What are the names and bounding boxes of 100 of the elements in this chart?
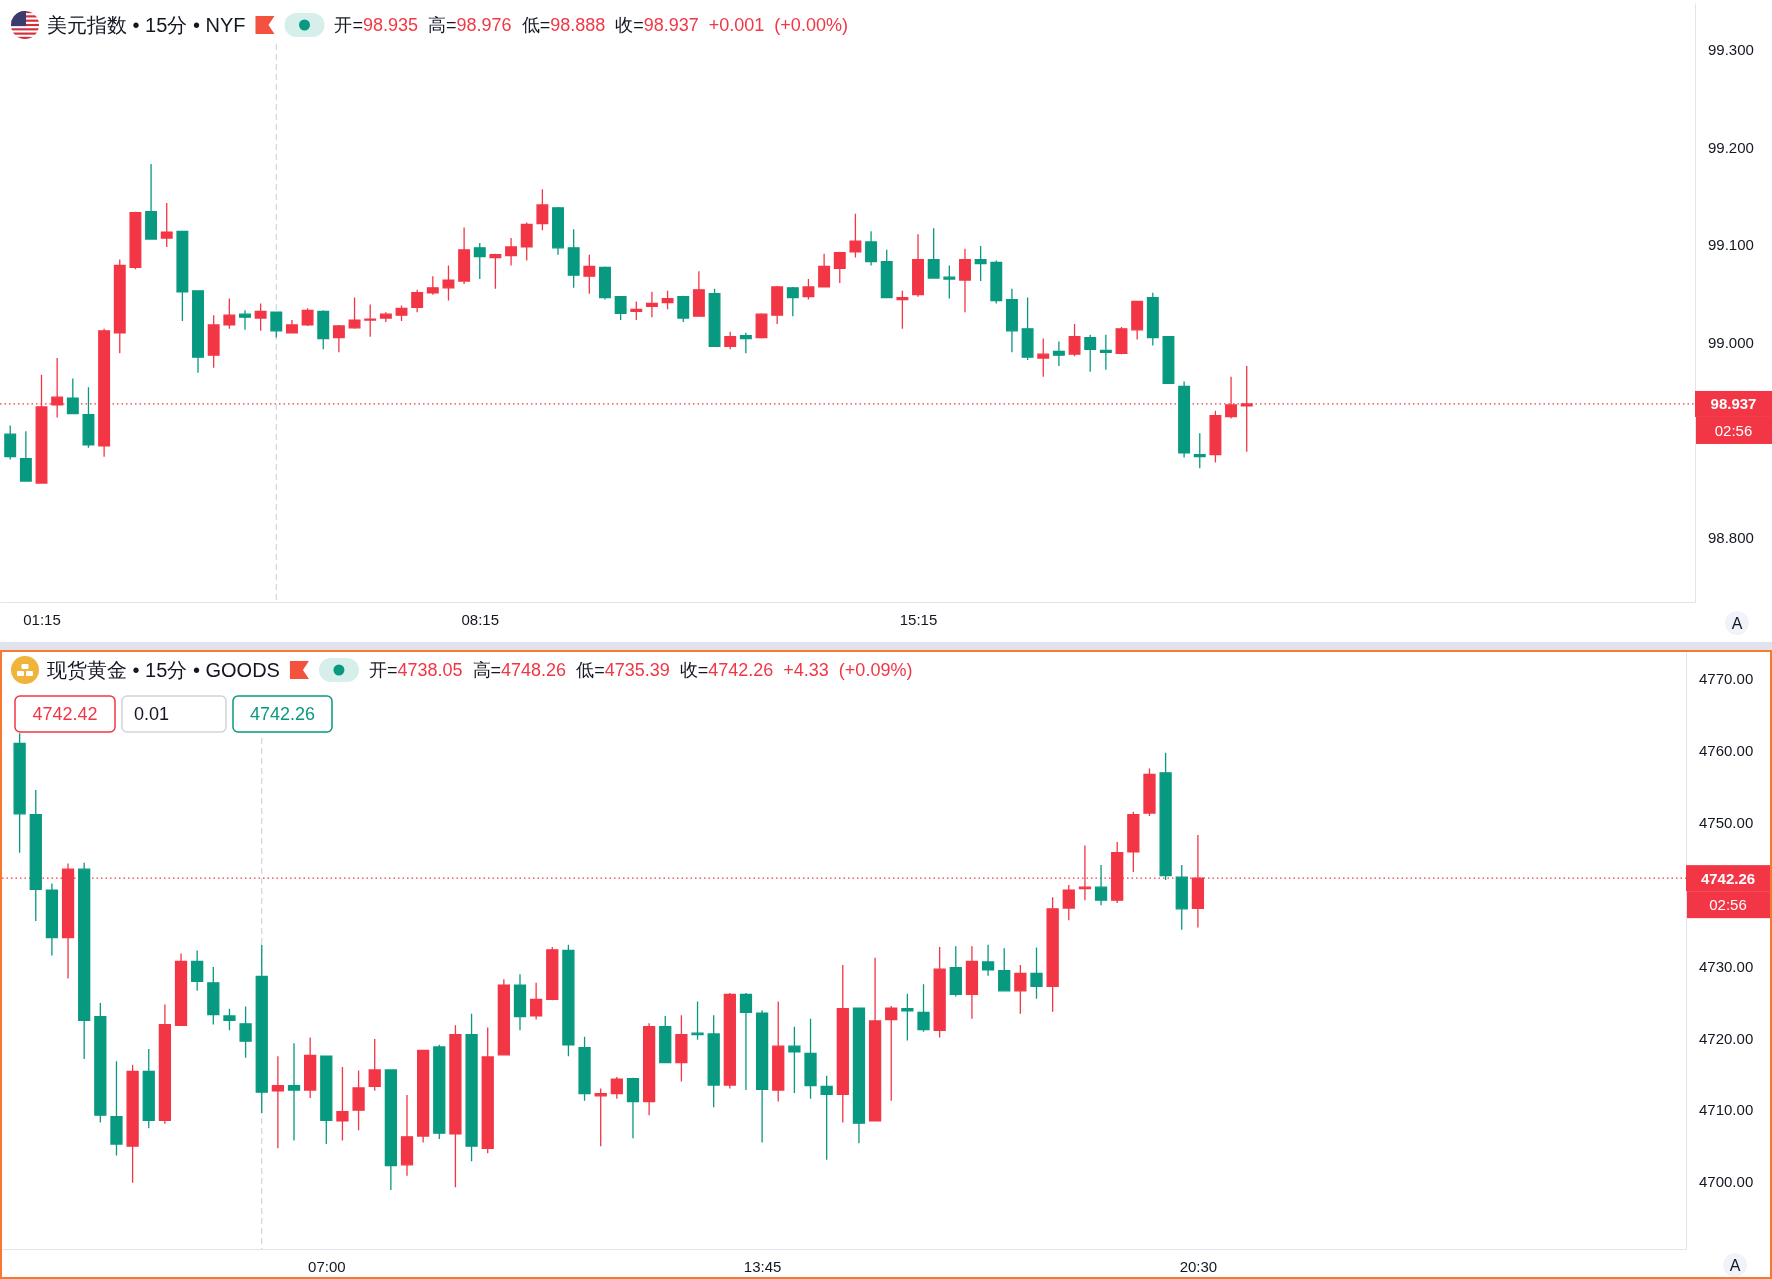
candlestick bbox=[965, 945, 979, 1020]
candlestick bbox=[287, 1042, 301, 1142]
candlestick bbox=[505, 237, 518, 267]
candlestick bbox=[692, 270, 705, 317]
candlestick bbox=[19, 430, 32, 482]
candlestick bbox=[943, 264, 956, 300]
y-tick-label: 99.100 bbox=[1708, 236, 1754, 254]
candlestick bbox=[1131, 300, 1144, 341]
candlestick bbox=[642, 1022, 656, 1116]
candlestick bbox=[1005, 288, 1018, 353]
candlestick bbox=[998, 947, 1011, 992]
candlestick bbox=[707, 1014, 720, 1108]
candlestick bbox=[880, 249, 893, 299]
candlestick bbox=[489, 253, 502, 290]
candlestick bbox=[1162, 335, 1175, 385]
candlestick bbox=[126, 1064, 139, 1184]
candlestick bbox=[610, 1076, 623, 1100]
text: 美元指数 • 15分 • NYF bbox=[47, 14, 246, 36]
candlestick bbox=[400, 1094, 414, 1177]
candlestick bbox=[677, 295, 690, 323]
candlestick bbox=[368, 1038, 381, 1092]
candlestick bbox=[411, 289, 424, 313]
candlestick bbox=[513, 973, 527, 1031]
candlestick bbox=[567, 228, 580, 289]
candlestick bbox=[1030, 946, 1043, 1000]
candlestick bbox=[786, 286, 799, 317]
candlestick bbox=[675, 1014, 688, 1083]
candlestick bbox=[239, 309, 251, 331]
candlestick bbox=[142, 1048, 155, 1129]
candlestick bbox=[599, 265, 611, 301]
ref-line-label: 4742.26 bbox=[1700, 869, 1756, 887]
candlestick bbox=[1062, 884, 1075, 921]
candlestick bbox=[384, 1068, 397, 1191]
candlestick bbox=[1127, 811, 1140, 873]
candlestick bbox=[113, 258, 126, 354]
candlestick bbox=[1193, 432, 1206, 469]
candlestick bbox=[1046, 896, 1059, 1013]
y-tick-label: 4700.00 bbox=[1699, 1173, 1754, 1191]
candlestick bbox=[868, 957, 882, 1122]
x-tick-label: 15:15 bbox=[899, 610, 938, 628]
candlestick bbox=[1084, 334, 1097, 373]
candlestick bbox=[176, 230, 189, 322]
candlestick bbox=[788, 1026, 801, 1094]
annotation: 4742.26 bbox=[249, 704, 316, 724]
candlestick bbox=[82, 386, 95, 449]
candlestick bbox=[174, 952, 188, 1027]
candlestick bbox=[78, 862, 91, 1060]
candlestick bbox=[465, 1013, 478, 1162]
candlestick bbox=[630, 300, 643, 321]
candlestick bbox=[29, 789, 42, 922]
candlestick bbox=[285, 319, 298, 334]
candlestick bbox=[1146, 292, 1159, 347]
candlestick bbox=[802, 278, 815, 301]
candlestick bbox=[820, 1075, 833, 1161]
candlestick bbox=[223, 297, 236, 330]
candlestick bbox=[1115, 326, 1128, 355]
candlestick bbox=[959, 248, 971, 313]
candlestick bbox=[614, 296, 627, 321]
candlestick bbox=[552, 206, 564, 256]
text: 开=98.935 高=98.976 低=98.888 收=98.937 +0.001 (+0.00%) bbox=[334, 15, 848, 35]
candlestick bbox=[755, 1009, 769, 1144]
candlestick bbox=[1143, 767, 1156, 817]
candlestick bbox=[352, 1069, 365, 1131]
candlestick bbox=[645, 291, 658, 318]
candlestick bbox=[933, 946, 946, 1039]
candlestick bbox=[1014, 964, 1027, 1015]
candlestick bbox=[949, 945, 962, 998]
candlestick bbox=[520, 221, 533, 262]
candlestick bbox=[981, 944, 995, 977]
candlestick bbox=[901, 993, 914, 1042]
candlestick bbox=[1175, 864, 1188, 931]
candlestick bbox=[364, 303, 377, 338]
x-tick-label: 01:15 bbox=[23, 610, 61, 628]
candlestick bbox=[45, 882, 59, 957]
candlestick bbox=[13, 732, 26, 854]
candlestick bbox=[271, 1055, 285, 1149]
y-tick-label: 99.200 bbox=[1708, 138, 1754, 156]
candlestick bbox=[708, 288, 721, 348]
candlestick bbox=[912, 233, 924, 298]
y-tick-label: 4720.00 bbox=[1699, 1029, 1754, 1047]
candlestick bbox=[417, 1049, 430, 1144]
candlestick bbox=[191, 949, 204, 992]
y-tick-label: 4750.00 bbox=[1699, 813, 1754, 831]
candlestick bbox=[158, 1003, 172, 1125]
annotation: 0.01 bbox=[134, 704, 170, 724]
candlestick bbox=[1178, 380, 1191, 459]
candlestick bbox=[255, 944, 268, 1114]
y-tick-label: 98.800 bbox=[1708, 528, 1754, 546]
candlestick bbox=[1099, 334, 1112, 371]
candlestick bbox=[594, 1087, 607, 1147]
candlestick bbox=[301, 307, 314, 327]
candlestick bbox=[626, 1077, 640, 1139]
candlestick bbox=[1068, 323, 1081, 357]
candlestick bbox=[207, 966, 220, 1026]
candlestick bbox=[4, 424, 17, 461]
candlestick bbox=[536, 188, 549, 231]
candlestick bbox=[896, 290, 909, 330]
candlestick bbox=[497, 978, 510, 1056]
candlestick bbox=[578, 1036, 591, 1102]
ref-line-label: 98.937 bbox=[1710, 395, 1757, 413]
